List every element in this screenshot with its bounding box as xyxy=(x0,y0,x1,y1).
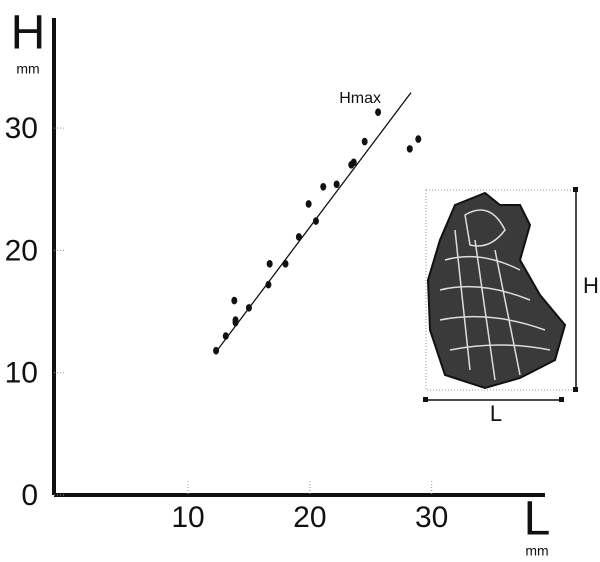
point xyxy=(312,217,319,225)
point xyxy=(333,180,340,189)
point xyxy=(406,145,413,153)
point xyxy=(282,260,289,268)
point xyxy=(232,318,239,327)
y-tick-label: 0 xyxy=(21,479,38,512)
point xyxy=(266,260,273,268)
y-axis-label: H xyxy=(11,7,46,60)
shell-texture xyxy=(439,209,551,381)
point xyxy=(415,135,422,143)
shell-illustration: H L xyxy=(423,187,599,426)
y-tick-label: 20 xyxy=(5,234,38,267)
point xyxy=(213,346,220,355)
y-tick-label: 10 xyxy=(5,357,38,390)
point xyxy=(231,296,238,305)
trend-label: Hmax xyxy=(339,90,381,107)
point xyxy=(305,200,312,208)
dimension-end xyxy=(573,387,578,392)
dimension-end xyxy=(423,397,428,402)
x-tick-label: 20 xyxy=(293,501,326,534)
point xyxy=(222,332,229,340)
inset-height-label: H xyxy=(583,273,599,298)
x-axis-unit: mm xyxy=(525,543,548,559)
point xyxy=(320,182,327,191)
point xyxy=(375,108,382,116)
x-axis-label: L xyxy=(524,493,551,546)
point xyxy=(245,304,252,312)
inset-width-label: L xyxy=(490,401,502,426)
point xyxy=(295,233,302,241)
x-tick-label: 30 xyxy=(415,501,448,534)
y-axis-unit: mm xyxy=(16,61,39,77)
point xyxy=(350,158,357,167)
dimension-end xyxy=(559,397,564,402)
point xyxy=(361,137,368,146)
x-tick-label: 10 xyxy=(171,501,204,534)
dimension-end xyxy=(573,187,578,192)
shell xyxy=(426,191,567,390)
y-tick-label: 30 xyxy=(5,112,38,145)
point xyxy=(265,280,272,289)
